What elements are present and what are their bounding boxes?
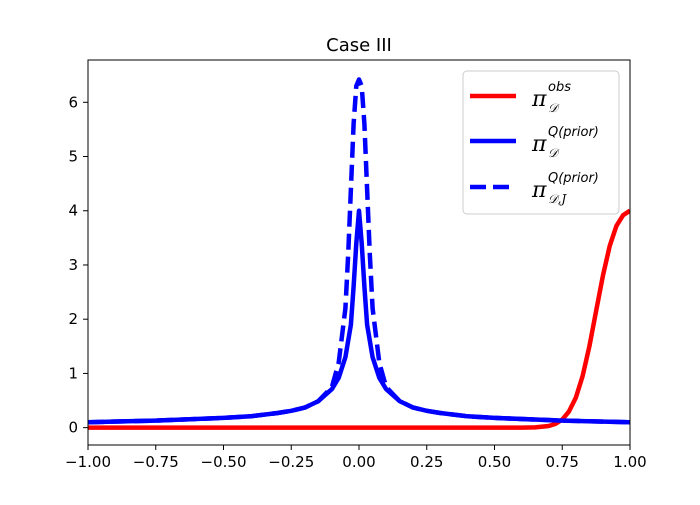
x-tick-label: −1.00: [65, 453, 111, 471]
x-tick-label: −0.75: [133, 453, 179, 471]
y-axis: 0 1 2 3 4 5 6: [68, 93, 88, 437]
legend-label: π: [531, 178, 547, 203]
series-line-2: [88, 77, 630, 425]
series-line-0: [88, 208, 630, 430]
chart-title: Case III: [326, 35, 392, 56]
series-layer: [88, 77, 630, 430]
x-tick-label: 1.00: [613, 453, 646, 471]
x-tick-label: 0.75: [546, 453, 579, 471]
y-tick-label: 4: [68, 202, 78, 220]
x-tick-label: −0.25: [268, 453, 314, 471]
x-tick-label: 0.00: [342, 453, 375, 471]
y-tick-label: 2: [68, 310, 78, 328]
y-tick-label: 0: [68, 419, 78, 437]
series-line-1: [88, 208, 630, 425]
legend-label: π: [531, 132, 547, 157]
x-tick-label: 0.25: [410, 453, 443, 471]
x-axis: −1.00 −0.75 −0.50 −0.25 0.00 0.25 0.50 0.75 1.00: [65, 445, 647, 471]
x-tick-label: 0.50: [478, 453, 511, 471]
legend-label: π: [531, 87, 547, 112]
legend-label-sub: 𝒟,J: [548, 192, 567, 206]
legend-box: [462, 70, 620, 215]
legend-label-sup: obs: [548, 80, 571, 95]
legend-label-sup: Q(prior): [548, 171, 599, 186]
y-tick-label: 5: [68, 148, 78, 166]
legend-label-sub: 𝒟: [548, 146, 560, 160]
y-tick-label: 6: [68, 93, 78, 111]
y-tick-label: 1: [68, 364, 78, 382]
y-tick-label: 3: [68, 256, 78, 274]
legend-label-sup: Q(prior): [548, 125, 599, 140]
legend-label-sub: 𝒟: [548, 101, 560, 115]
x-tick-label: −0.50: [201, 453, 247, 471]
